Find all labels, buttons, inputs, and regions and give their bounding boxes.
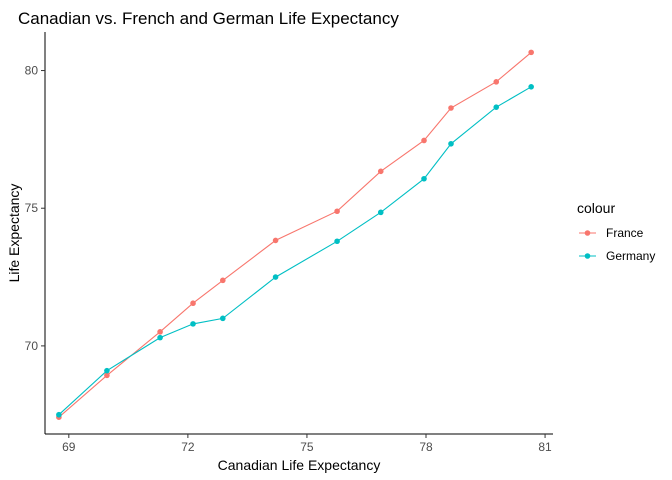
germany-point [377,209,384,216]
y-tick-label: 80 [25,64,39,78]
germany-point [421,175,427,182]
legend-title: colour [577,200,615,216]
y-axis-title: Life Expectancy [6,184,22,283]
x-axis-ticks: 69 72 75 78 81 [62,434,552,454]
x-tick-label: 72 [181,440,195,454]
germany-point [493,104,500,110]
france-point [421,137,427,144]
y-tick-label: 75 [25,201,39,215]
france-point [157,329,163,335]
x-tick-label: 78 [419,440,433,454]
y-tick-label: 70 [25,339,39,353]
plot-area [56,49,534,421]
france-point [493,79,500,85]
legend-key-point-germany [584,253,591,259]
x-tick-label: 69 [62,440,76,454]
germany-point [104,367,110,374]
germany-point [272,274,279,280]
france-point [377,168,384,175]
france-point [272,237,279,244]
france-point [334,208,340,215]
x-axis-title: Canadian Life Expectancy [218,457,381,473]
france-point [528,49,534,56]
germany-point [448,140,454,147]
germany-point [528,83,534,90]
germany-point [190,321,196,327]
france-series-line [58,51,532,418]
france-point [190,300,196,307]
legend-key-point-france [584,230,591,236]
legend-label-germany: Germany [606,249,655,263]
x-tick-label: 81 [538,440,552,454]
germany-point [220,315,226,322]
x-tick-label: 75 [300,440,314,454]
france-point [448,105,454,111]
chart-title: Canadian vs. French and German Life Expe… [18,9,399,28]
germany-point [334,238,340,245]
germany-point [56,411,62,418]
legend: colour France Germany [577,200,655,263]
germany-series-line [58,86,532,416]
legend-label-france: France [606,226,644,240]
y-axis-ticks: 70 75 80 [25,64,45,353]
germany-point [157,334,163,341]
france-point [104,372,110,379]
france-point [220,277,226,284]
